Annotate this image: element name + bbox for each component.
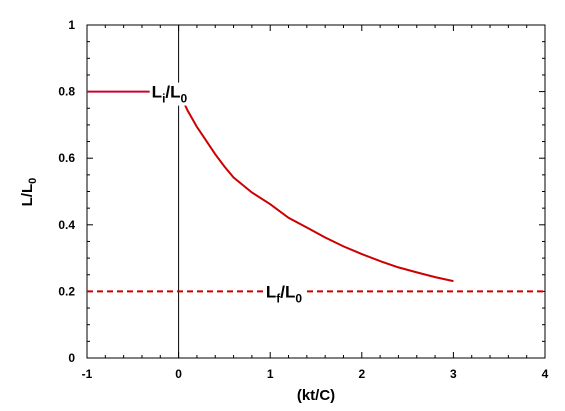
y-tick-label: 0.6 <box>58 151 75 165</box>
annotation-subscript: 0 <box>295 291 302 305</box>
annotation-main: L <box>152 83 162 102</box>
x-tick-label: 4 <box>542 367 549 381</box>
annotation-main: /L <box>280 282 295 301</box>
y-tick-label: 1 <box>68 18 75 32</box>
annotation-text: Li/L0 <box>152 83 188 106</box>
y-axis-title-main: L/L <box>19 184 36 207</box>
y-axis-title: L/L0 <box>19 178 39 207</box>
x-tick-label: 0 <box>175 367 182 381</box>
plot-area <box>86 24 546 359</box>
annotation-main: L <box>266 282 276 301</box>
annotation-subscript: 0 <box>181 92 188 106</box>
annotation-background <box>149 82 190 106</box>
y-tick-label: 0.2 <box>58 284 75 298</box>
y-tick-label: 0.8 <box>58 85 75 99</box>
initial-length-label: Li/L0 <box>149 82 190 106</box>
annotation-subscript: f <box>276 291 281 305</box>
x-tick-label: 3 <box>450 367 457 381</box>
axis-tick-labels: -1 0 1 2 3 4 0 0.2 0.4 0.6 0.8 1 <box>58 18 548 381</box>
y-axis-title-sub: 0 <box>27 178 39 184</box>
y-tick-label: 0 <box>68 351 75 365</box>
annotation-text: Lf/L0 <box>266 282 303 305</box>
y-tick-label: 0.4 <box>58 218 75 232</box>
annotation-background <box>263 282 305 306</box>
x-axis-title: (kt/C) <box>297 387 335 404</box>
x-tick-label: 2 <box>358 367 365 381</box>
annotation-subscript: i <box>162 92 165 106</box>
x-tick-label: 1 <box>267 367 274 381</box>
annotation-main: /L <box>165 83 180 102</box>
decay-curve-line <box>177 91 454 283</box>
x-tick-label: -1 <box>82 367 93 381</box>
final-length-label: Lf/L0 <box>263 282 305 306</box>
